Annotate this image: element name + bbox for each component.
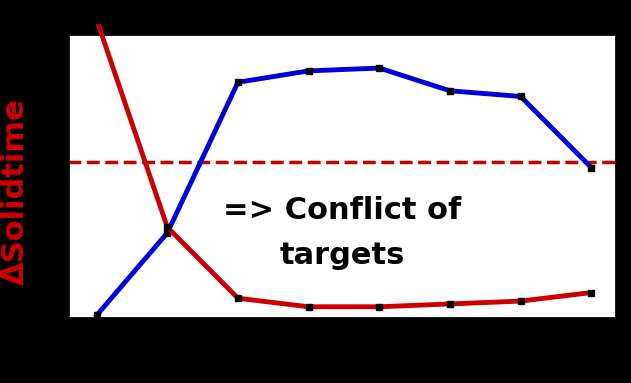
Text: ΔSolidtime: ΔSolidtime xyxy=(1,98,30,285)
Text: targets: targets xyxy=(280,241,405,270)
Text: => Conflict of: => Conflict of xyxy=(223,196,461,225)
Text: Die Tempering Step - Tempering Channel Getr: Die Tempering Step - Tempering Channel G… xyxy=(68,15,421,30)
